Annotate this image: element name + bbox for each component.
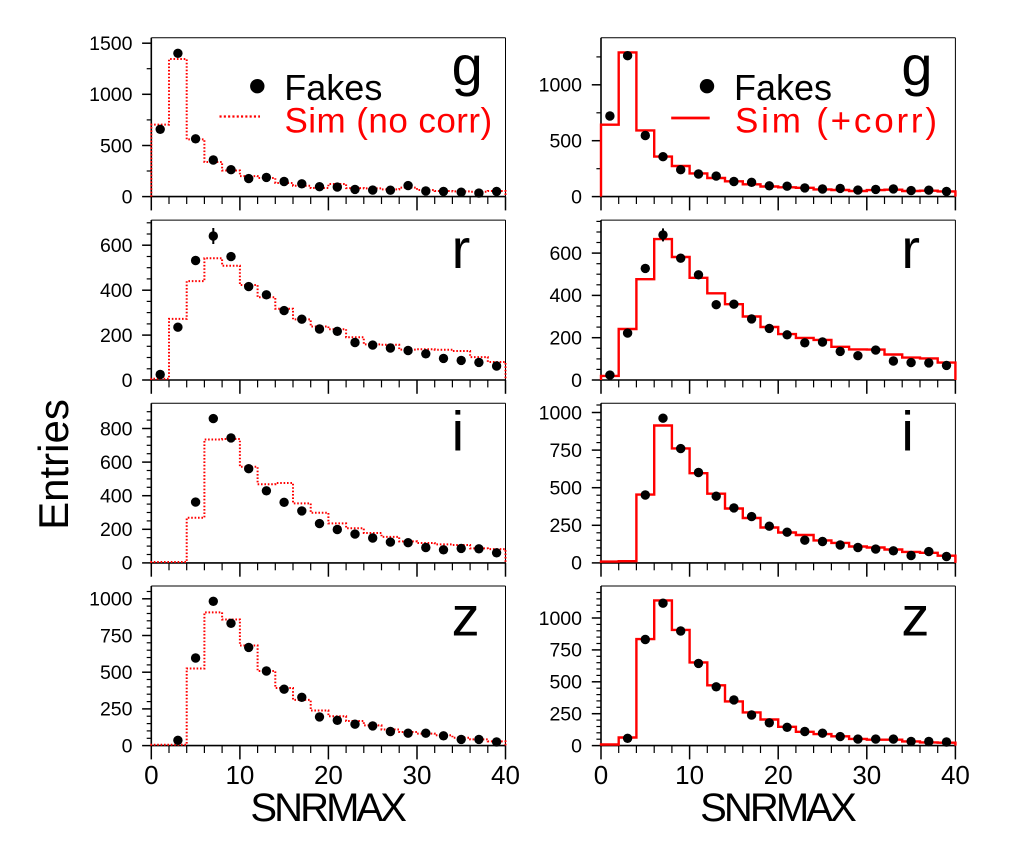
svg-text:600: 600: [549, 243, 582, 265]
svg-text:20: 20: [764, 760, 793, 790]
svg-text:i: i: [901, 400, 913, 463]
svg-text:800: 800: [100, 418, 133, 440]
svg-text:40: 40: [941, 760, 970, 790]
svg-text:500: 500: [549, 672, 582, 694]
svg-text:30: 30: [852, 760, 881, 790]
svg-text:400: 400: [100, 280, 133, 302]
svg-text:SNRMAX: SNRMAX: [700, 786, 856, 830]
svg-text:SNRMAX: SNRMAX: [250, 786, 406, 830]
svg-text:Sim (no corr): Sim (no corr): [285, 102, 493, 141]
svg-text:r: r: [901, 217, 920, 280]
svg-text:1000: 1000: [539, 608, 583, 630]
svg-text:0: 0: [122, 735, 133, 757]
svg-text:Entries: Entries: [30, 399, 77, 530]
svg-text:500: 500: [549, 478, 582, 500]
svg-text:r: r: [452, 217, 471, 280]
svg-text:250: 250: [100, 699, 133, 721]
svg-text:0: 0: [594, 760, 608, 790]
svg-text:1000: 1000: [89, 589, 133, 611]
svg-text:30: 30: [403, 760, 432, 790]
svg-text:0: 0: [571, 735, 582, 757]
svg-text:1000: 1000: [539, 75, 583, 97]
svg-text:1500: 1500: [89, 33, 133, 55]
svg-text:600: 600: [100, 452, 133, 474]
svg-text:g: g: [901, 34, 932, 97]
svg-text:0: 0: [122, 553, 133, 575]
svg-text:0: 0: [571, 186, 582, 208]
svg-text:750: 750: [549, 640, 582, 662]
svg-text:200: 200: [100, 519, 133, 541]
svg-text:400: 400: [100, 486, 133, 508]
svg-text:1000: 1000: [539, 402, 583, 424]
svg-text:600: 600: [100, 235, 133, 257]
svg-text:500: 500: [100, 662, 133, 684]
svg-text:0: 0: [122, 370, 133, 392]
svg-text:Sim (+corr): Sim (+corr): [735, 102, 940, 141]
svg-text:40: 40: [491, 760, 520, 790]
svg-text:0: 0: [122, 186, 133, 208]
svg-text:200: 200: [549, 328, 582, 350]
svg-text:g: g: [452, 34, 483, 97]
svg-text:200: 200: [100, 325, 133, 347]
svg-text:400: 400: [549, 285, 582, 307]
svg-text:10: 10: [675, 760, 704, 790]
svg-text:750: 750: [100, 625, 133, 647]
svg-text:0: 0: [571, 553, 582, 575]
svg-text:250: 250: [549, 704, 582, 726]
svg-text:20: 20: [314, 760, 343, 790]
svg-text:500: 500: [549, 131, 582, 153]
svg-text:0: 0: [144, 760, 158, 790]
svg-text:z: z: [901, 585, 929, 648]
svg-text:i: i: [452, 400, 464, 463]
svg-text:Fakes: Fakes: [284, 67, 382, 108]
svg-text:10: 10: [225, 760, 254, 790]
svg-text:500: 500: [100, 135, 133, 157]
svg-text:1000: 1000: [89, 84, 133, 106]
svg-text:750: 750: [549, 440, 582, 462]
svg-text:250: 250: [549, 515, 582, 537]
svg-text:0: 0: [571, 370, 582, 392]
svg-text:Fakes: Fakes: [734, 67, 832, 108]
svg-text:z: z: [452, 585, 480, 648]
